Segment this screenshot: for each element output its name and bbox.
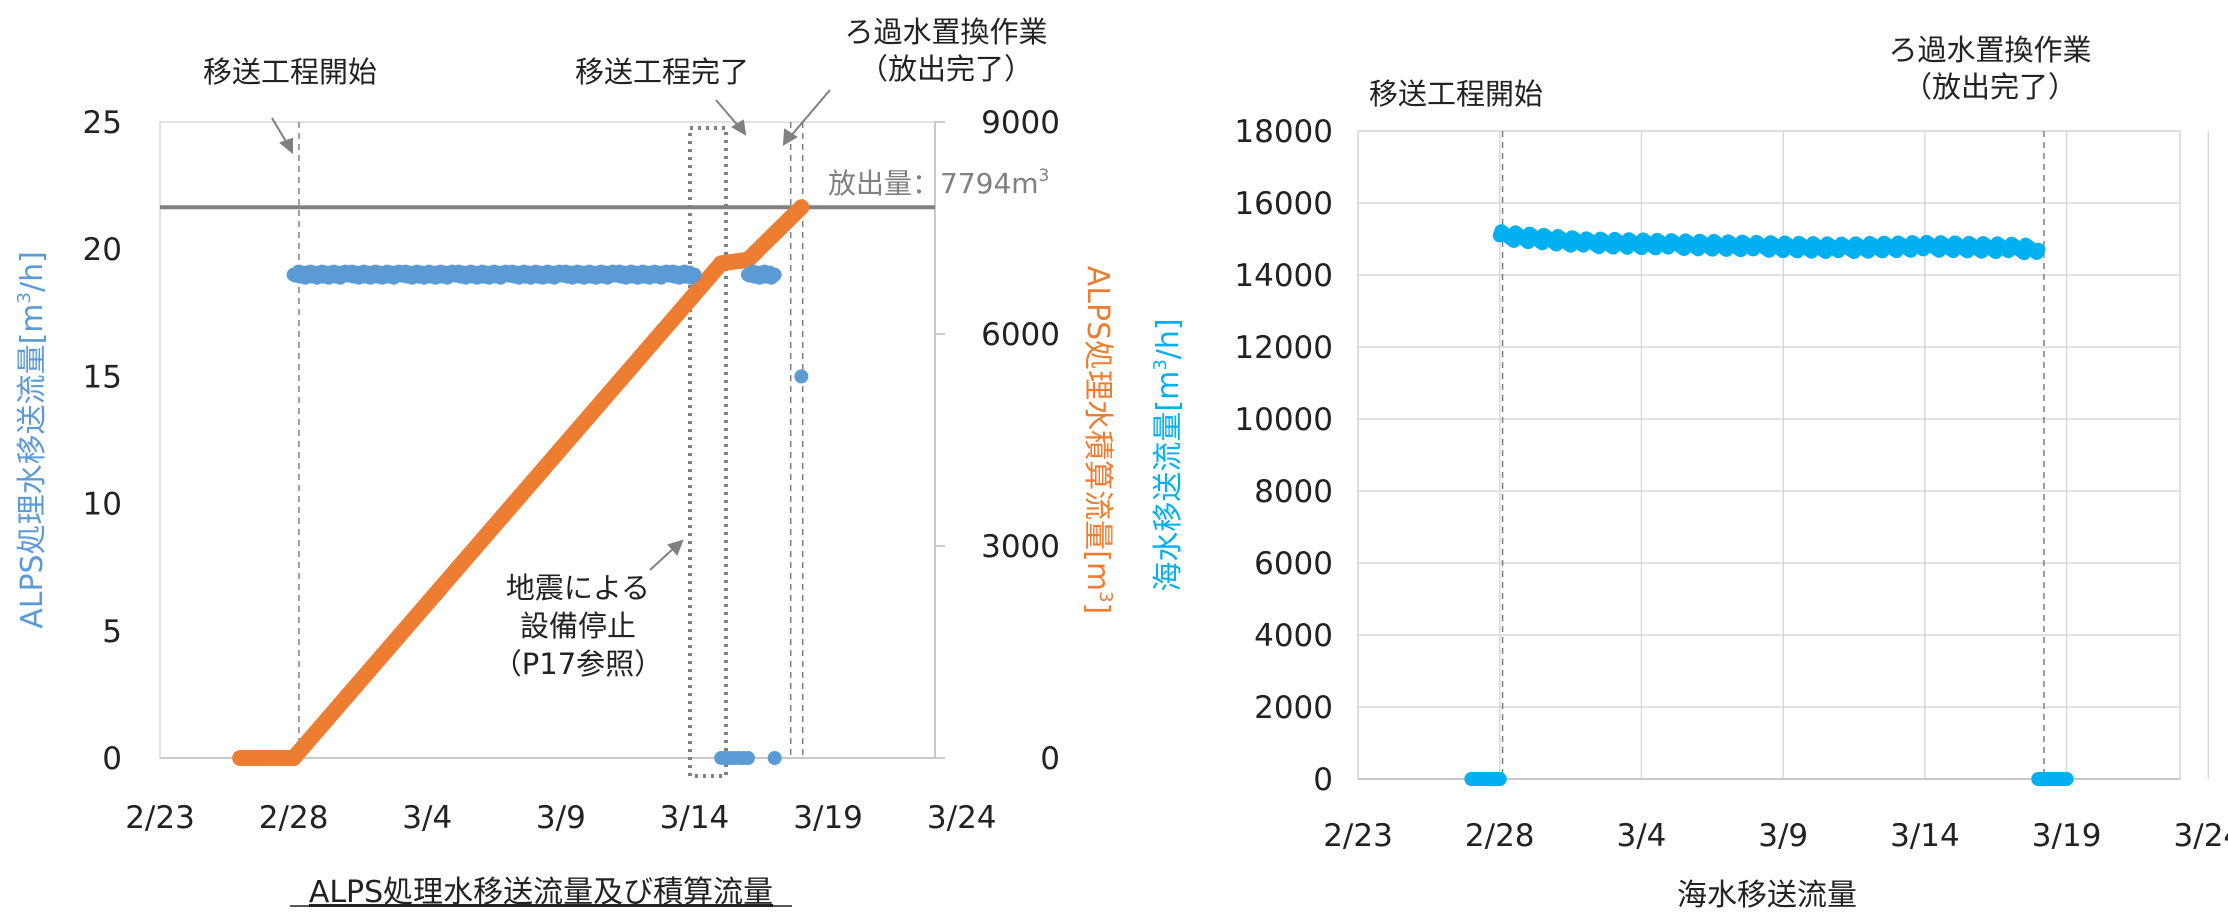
sea-x-tick-label: 2/28 bbox=[1465, 818, 1535, 854]
left-tick-labels: 0 5 10 15 20 25 0 3000 6000 9000 2/23 2/28 3/4 3/9 3/1… bbox=[83, 105, 1060, 836]
right-chart-title: 海水移送流量 bbox=[1677, 878, 1857, 912]
seawater-point bbox=[1491, 772, 1506, 786]
annotation-filtered-water-line1: ろ過水置換作業 bbox=[844, 15, 1047, 49]
annotation-earthquake-line2: 設備停止 bbox=[520, 609, 636, 643]
sea-x-tick-label: 3/24 bbox=[2174, 818, 2228, 854]
left-chart-title: ALPS処理水移送流量及び積算流量 bbox=[309, 875, 773, 910]
sea-y-axis-label: 海水移送流量[m3/h] bbox=[1150, 318, 1186, 591]
sea-x-tick-label: 3/4 bbox=[1617, 818, 1667, 854]
sea-y-tick-label: 10000 bbox=[1234, 402, 1333, 438]
annotation-earthquake-line3: （P17参照） bbox=[493, 647, 663, 681]
right-chart: 0 2000 4000 6000 8000 10000 12000 14000 16000 180… bbox=[1150, 33, 2228, 913]
sea-x-tick-label: 2/23 bbox=[1323, 818, 1393, 854]
sea-y-tick-label: 18000 bbox=[1234, 114, 1333, 150]
series-seawater-points bbox=[1464, 224, 2074, 786]
right-y-tick-label: 9000 bbox=[981, 105, 1060, 141]
annotation-sea-filtered-water-line1: ろ過水置換作業 bbox=[1888, 33, 2091, 67]
series-flow-points bbox=[286, 264, 809, 765]
left-axis-ticks bbox=[935, 121, 945, 759]
cumulative-point bbox=[793, 199, 810, 216]
right-y-tick-label: 3000 bbox=[981, 529, 1060, 565]
sea-y-tick-label: 8000 bbox=[1254, 474, 1333, 510]
left-x-tick-label: 3/24 bbox=[927, 800, 997, 836]
left-y-tick-label: 20 bbox=[83, 232, 122, 268]
sea-y-tick-label: 14000 bbox=[1234, 258, 1333, 294]
arrow-transfer-complete bbox=[715, 99, 741, 129]
arrow-earthquake bbox=[649, 546, 676, 571]
sea-y-tick-label: 6000 bbox=[1254, 546, 1333, 582]
annotation-sea-transfer-start: 移送工程開始 bbox=[1369, 77, 1543, 111]
flow-point bbox=[767, 751, 782, 765]
arrow-filtered-water-head bbox=[782, 128, 798, 146]
annotation-arrows bbox=[271, 89, 831, 571]
annotation-transfer-start: 移送工程開始 bbox=[203, 55, 377, 89]
sea-x-tick-label: 3/9 bbox=[1758, 818, 1808, 854]
flow-point bbox=[736, 751, 751, 765]
right-y-axis-label: ALPS処理水積算流量[m3] bbox=[1080, 266, 1116, 614]
right-guide-lines bbox=[1501, 131, 2045, 779]
annotation-sea-filtered-water-line2: （放出完了） bbox=[1903, 70, 2077, 104]
left-x-tick-label: 3/4 bbox=[402, 800, 452, 836]
sea-y-tick-label: 16000 bbox=[1234, 186, 1333, 222]
left-x-tick-label: 3/14 bbox=[660, 800, 730, 836]
seawater-point bbox=[2029, 245, 2044, 260]
arrow-transfer-start-head bbox=[279, 137, 293, 155]
annotation-filtered-water-line2: （放出完了） bbox=[859, 52, 1033, 86]
flow-point bbox=[794, 369, 809, 384]
left-y-tick-label: 0 bbox=[102, 741, 122, 777]
left-y-tick-label: 15 bbox=[83, 359, 122, 395]
release-label: 放出量：7794m3 bbox=[828, 166, 1049, 200]
arrow-earthquake-head bbox=[667, 539, 684, 556]
right-plot-border bbox=[1357, 130, 2181, 780]
series-cumulative-points bbox=[232, 199, 810, 766]
sea-y-tick-label: 12000 bbox=[1234, 330, 1333, 366]
sea-x-tick-label: 3/19 bbox=[2032, 818, 2102, 854]
sea-y-tick-label: 2000 bbox=[1254, 690, 1333, 726]
left-guide-lines bbox=[298, 122, 804, 758]
left-chart: 放出量：7794m3 0 5 10 15 20 25 0 3000 6000 9000 2/23 2/… bbox=[14, 15, 1116, 910]
sea-y-tick-label: 4000 bbox=[1254, 618, 1333, 654]
left-x-tick-label: 3/9 bbox=[536, 800, 586, 836]
sea-x-tick-label: 3/14 bbox=[1890, 818, 1960, 854]
right-y-tick-label: 0 bbox=[1040, 741, 1060, 777]
earthquake-box bbox=[688, 126, 728, 778]
left-x-tick-label: 2/28 bbox=[259, 800, 329, 836]
flow-point bbox=[765, 268, 780, 283]
seawater-point bbox=[2058, 772, 2073, 786]
right-gridlines bbox=[1357, 130, 2210, 780]
left-y-tick-label: 10 bbox=[83, 487, 122, 523]
left-x-tick-label: 2/23 bbox=[125, 800, 195, 836]
left-y-tick-label: 25 bbox=[83, 105, 122, 141]
annotation-earthquake-line1: 地震による bbox=[506, 571, 650, 605]
annotation-transfer-complete: 移送工程完了 bbox=[575, 55, 749, 89]
right-y-tick-label: 6000 bbox=[981, 317, 1060, 353]
flow-point bbox=[685, 268, 700, 283]
left-y-tick-label: 5 bbox=[102, 614, 122, 650]
arrow-transfer-complete-head bbox=[731, 119, 747, 136]
right-tick-labels: 0 2000 4000 6000 8000 10000 12000 14000 16000 180… bbox=[1234, 114, 2228, 854]
left-x-tick-label: 3/19 bbox=[793, 800, 863, 836]
sea-y-tick-label: 0 bbox=[1313, 762, 1333, 798]
arrow-filtered-water bbox=[789, 89, 831, 138]
left-y-axis-label: ALPS処理水移送流量[m3/h] bbox=[14, 251, 50, 629]
